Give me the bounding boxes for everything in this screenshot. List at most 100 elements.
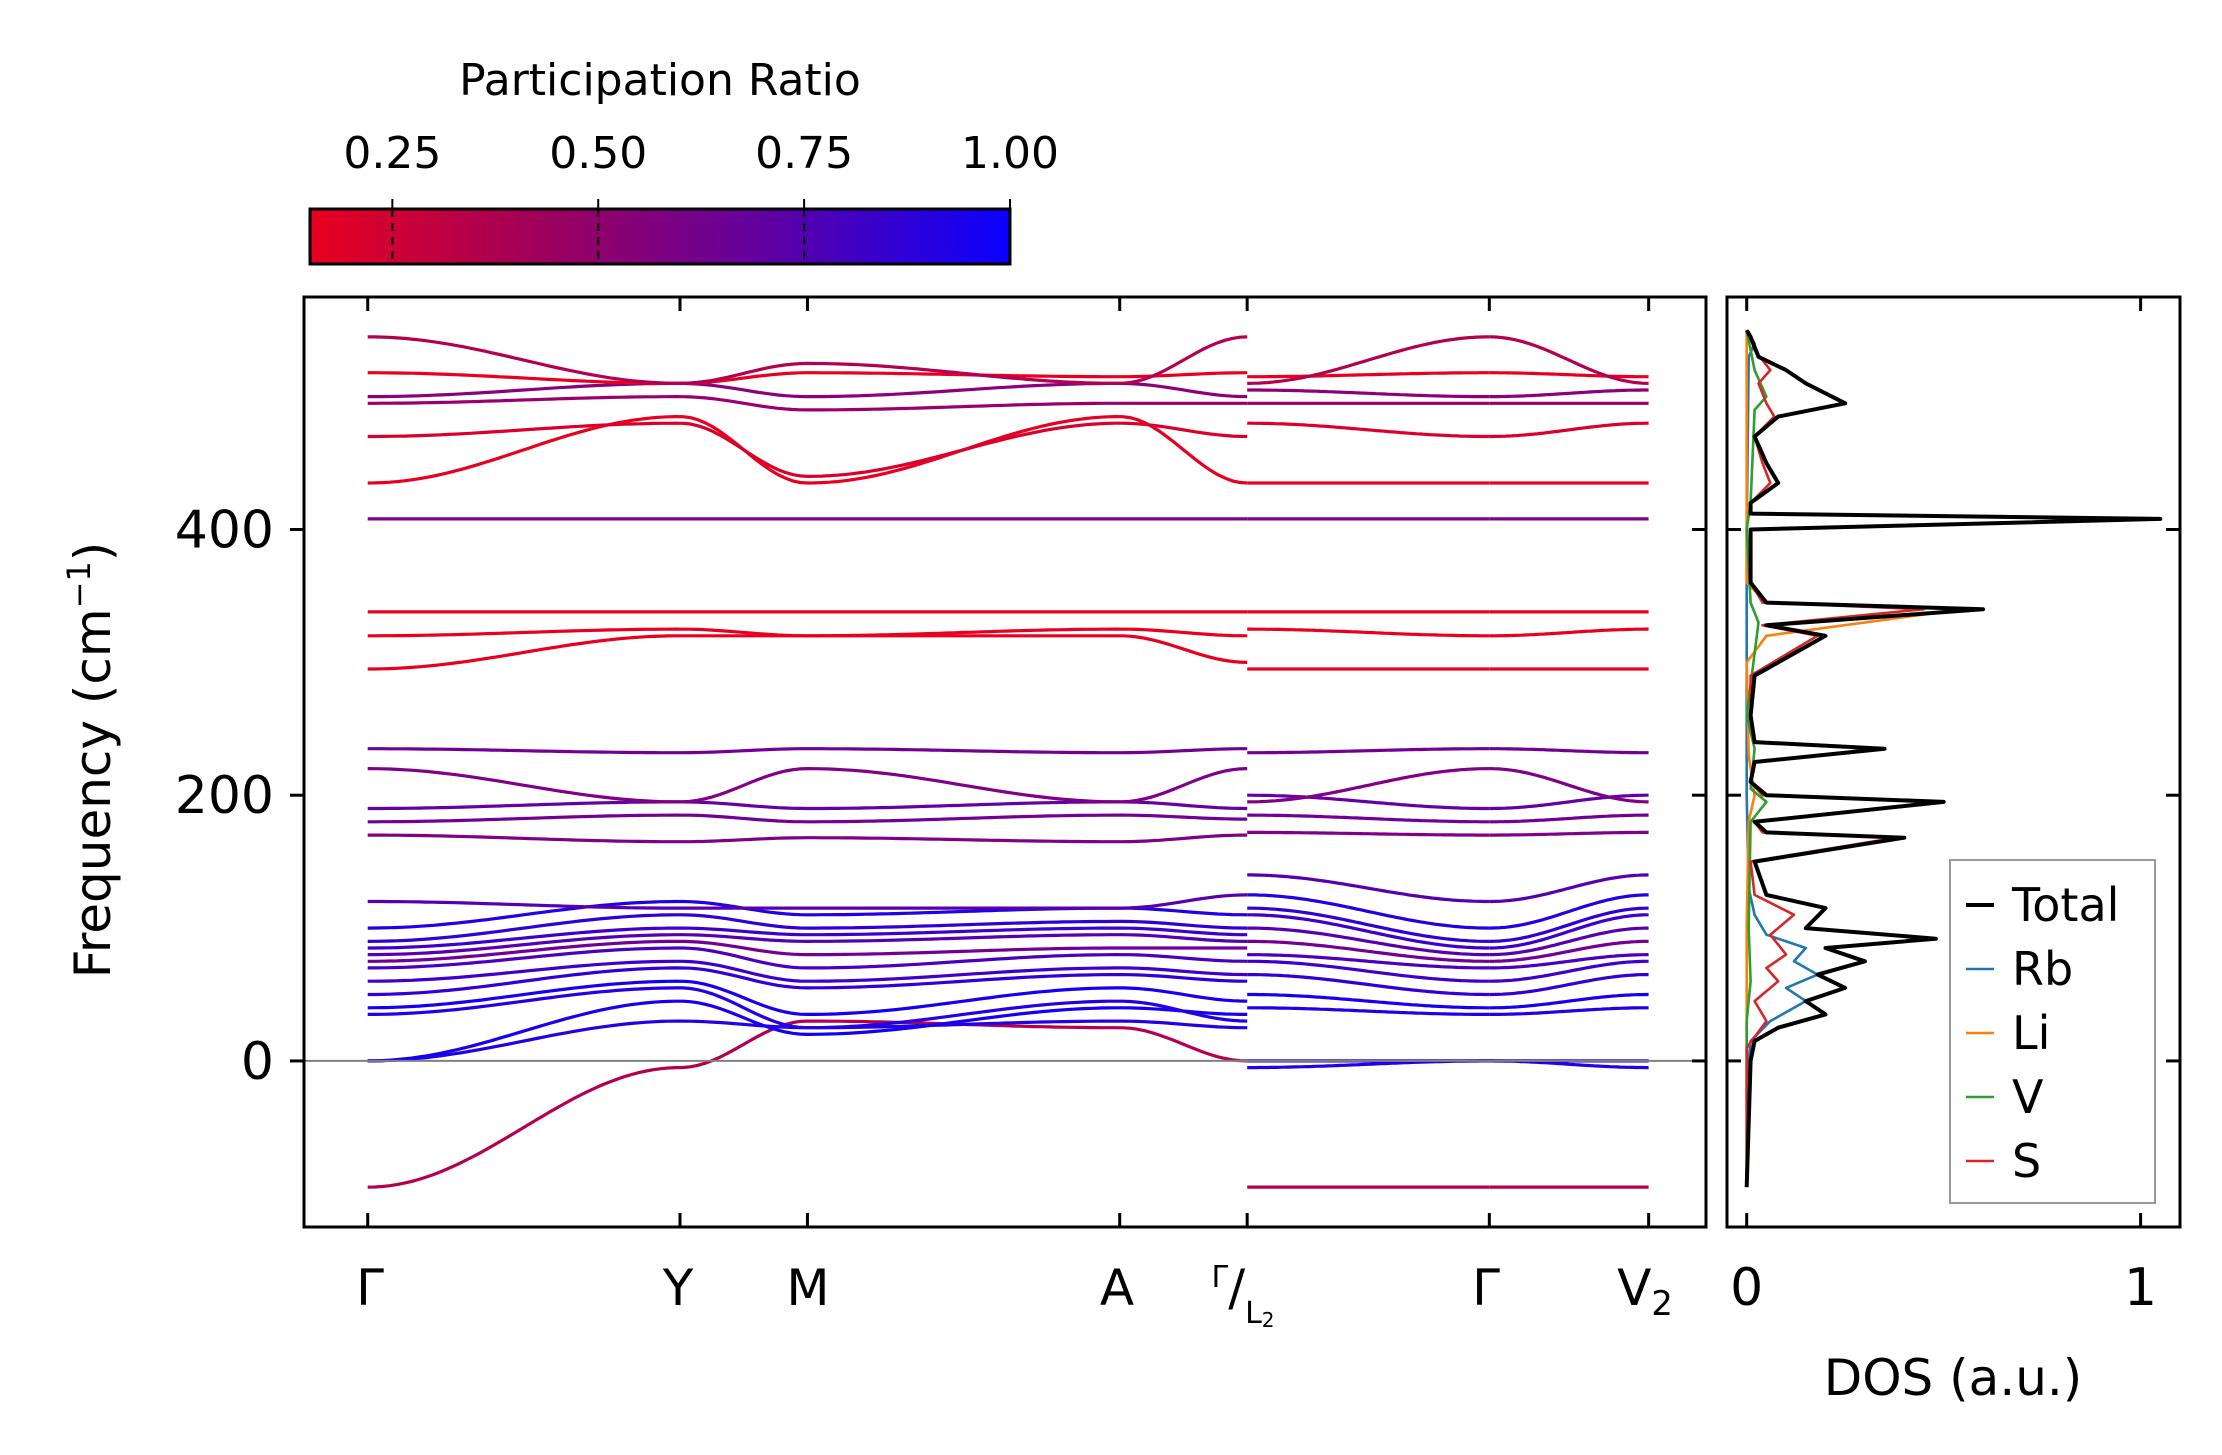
- band-line-l2-to-gamma: [1247, 926, 1490, 957]
- band-line-gamma-to-gamma: [367, 634, 1248, 671]
- tick-label-m: M: [786, 1259, 829, 1317]
- band-line-gamma-to-v2: [1489, 939, 1649, 963]
- band-line-gamma-to-gamma: [367, 939, 1248, 963]
- band-line-l2-to-gamma: [1247, 953, 1490, 970]
- band-line-gamma-to-gamma: [367, 335, 1248, 385]
- legend-label-v: V: [2012, 1070, 2044, 1124]
- tick-label-gamma: Γ: [356, 1259, 384, 1317]
- dos-axes-frame: [1725, 295, 2182, 1229]
- band-y-tick-label: 200: [175, 766, 274, 826]
- band-line-l2-to-gamma: [1247, 973, 1490, 997]
- legend-label-total: Total: [2011, 878, 2119, 932]
- tick-label-y: Y: [662, 1259, 694, 1317]
- band-line-l2-to-gamma: [1247, 939, 1490, 963]
- tick-label-v2: V2: [1617, 1259, 1673, 1324]
- band-line-l2-to-gamma: [1247, 747, 1490, 755]
- colorbar: Participation Ratio 0.25 0.50 0.75 1.00: [308, 55, 1059, 266]
- colorbar-gradient: [308, 207, 1012, 266]
- band-line-gamma-to-gamma: [367, 627, 1248, 638]
- band-line-l2-to-gamma: [1247, 893, 1490, 930]
- band-line-gamma-to-v2: [1489, 793, 1649, 811]
- band-line-gamma-to-v2: [1489, 388, 1649, 399]
- band-line-l2-to-gamma: [1247, 813, 1490, 824]
- band-line-l2-to-gamma: [1247, 421, 1490, 439]
- band-line-l2-to-gamma: [1247, 335, 1490, 385]
- band-line-gamma-to-gamma: [367, 999, 1248, 1063]
- band-line-gamma-to-v2: [1489, 371, 1649, 379]
- band-y-tick-label: 0: [241, 1032, 274, 1092]
- band-line-gamma-to-v2: [1489, 421, 1649, 439]
- legend-label-rb: Rb: [2012, 942, 2073, 996]
- band-y-ticks: 0 200 400: [175, 501, 1706, 1092]
- band-line-gamma-to-v2: [1489, 813, 1649, 824]
- band-line-gamma-to-gamma: [367, 833, 1248, 844]
- band-line-gamma-to-v2: [1489, 906, 1649, 943]
- band-line-gamma-to-v2: [1489, 767, 1649, 804]
- band-x-tick-labels: Γ Y M A Γ/L2 Γ V2: [356, 1259, 1673, 1332]
- dos-x-tick-label: 1: [2124, 1258, 2157, 1318]
- band-line-l2-to-gamma: [1247, 906, 1490, 943]
- band-line-gamma-to-gamma: [367, 394, 1248, 412]
- band-line-gamma-to-gamma: [367, 913, 1248, 943]
- band-line-gamma-to-gamma: [367, 421, 1248, 479]
- colorbar-title: Participation Ratio: [459, 55, 861, 106]
- band-x-ticks: [366, 297, 1651, 1227]
- band-line-gamma-to-v2: [1489, 973, 1649, 997]
- colorbar-tick-label: 0.50: [549, 128, 647, 179]
- band-line-gamma-to-gamma: [367, 893, 1248, 910]
- band-line-gamma-to-v2: [1489, 959, 1649, 983]
- dos-x-tick-label: 0: [1730, 1258, 1763, 1318]
- tick-label-v: V: [1617, 1259, 1651, 1317]
- band-line-l2-to-gamma: [1247, 959, 1490, 983]
- band-line-gamma-to-v2: [1489, 893, 1649, 930]
- band-line-gamma-to-gamma: [367, 1019, 1248, 1189]
- band-line-gamma-to-gamma: [367, 414, 1248, 485]
- band-line-l2-to-gamma: [1247, 830, 1490, 837]
- band-line-l2-to-gamma: [1247, 913, 1490, 950]
- band-line-gamma-to-gamma: [367, 766, 1248, 804]
- band-line-gamma-to-gamma: [367, 986, 1248, 1030]
- band-line-l2-to-gamma: [1247, 767, 1490, 804]
- tick-label-l-sub: 2: [1262, 1308, 1275, 1332]
- legend-label-s: S: [2012, 1134, 2041, 1188]
- band-line-gamma-to-gamma: [367, 371, 1248, 386]
- band-line-gamma-to-gamma: [367, 747, 1248, 755]
- dos-lines: [1744, 329, 2163, 1188]
- colorbar-tick-label: 0.25: [343, 128, 441, 179]
- band-line-l2-to-gamma: [1247, 627, 1490, 638]
- colorbar-tick-label: 0.75: [755, 128, 853, 179]
- band-lines: [367, 335, 1649, 1189]
- y-axis-label-main: Frequency (cm: [64, 608, 122, 978]
- band-line-gamma-to-gamma: [367, 979, 1248, 1016]
- y-axis-label-sup: −1: [60, 561, 98, 608]
- band-line-l2-to-gamma: [1247, 992, 1490, 1010]
- tick-label-gamma2: Γ: [1472, 1259, 1500, 1317]
- band-line-gamma-to-v2: [1489, 830, 1649, 837]
- tick-label-slash: /: [1228, 1259, 1245, 1317]
- tick-label-v-sub: 2: [1651, 1284, 1673, 1324]
- band-line-gamma-to-gamma: [367, 966, 1248, 997]
- dos-legend: Total Rb Li VS: [1949, 859, 2156, 1204]
- legend-label-li: Li: [2012, 1006, 2050, 1060]
- band-line-gamma-to-gamma: [367, 933, 1248, 957]
- band-axes-frame: [302, 295, 1708, 1229]
- colorbar-tick-label: 1.00: [961, 128, 1059, 179]
- band-line-gamma-to-gamma: [367, 946, 1248, 970]
- band-line-gamma-to-v2: [1489, 992, 1649, 1010]
- dos-line-v: [1745, 329, 1768, 1188]
- colorbar-ticks: 0.25 0.50 0.75 1.00: [343, 128, 1059, 264]
- band-line-gamma-to-v2: [1489, 335, 1649, 385]
- band-line-gamma-to-v2: [1489, 913, 1649, 950]
- band-line-gamma-to-v2: [1489, 953, 1649, 970]
- band-line-gamma-to-gamma: [367, 813, 1248, 824]
- dos-line-total: [1744, 329, 2163, 1188]
- band-line-l2-to-gamma: [1247, 1006, 1490, 1016]
- dos-x-label: DOS (a.u.): [1824, 1349, 2083, 1407]
- band-line-gamma-to-gamma: [367, 959, 1248, 983]
- y-axis-label: Frequency (cm−1): [60, 542, 122, 979]
- band-line-gamma-to-gamma: [367, 381, 1248, 399]
- band-line-gamma-to-v2: [1489, 926, 1649, 957]
